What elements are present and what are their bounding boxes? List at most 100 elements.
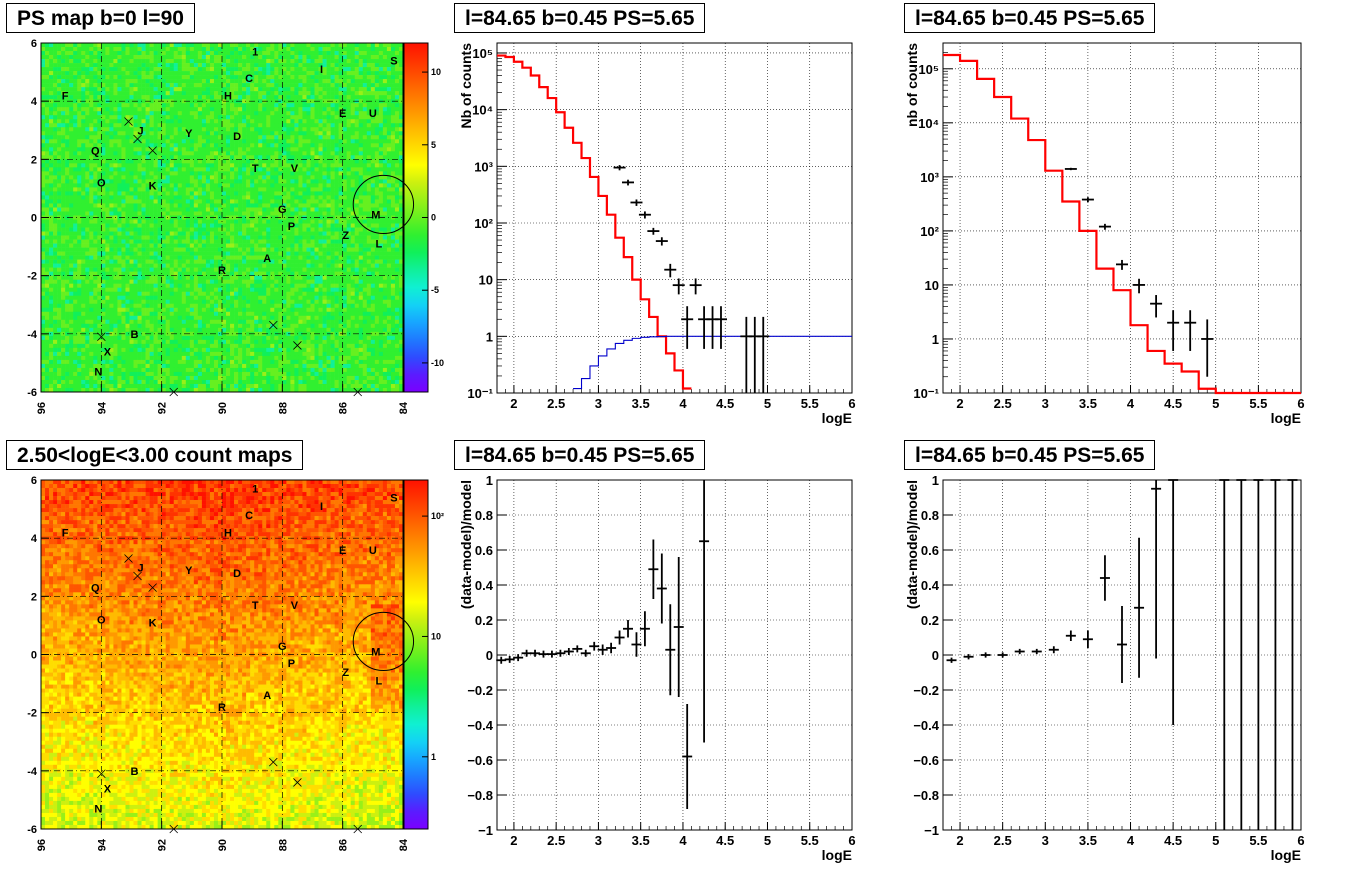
ps_map-cell [262,127,267,132]
ps_map-cell [374,55,380,60]
ps_map-cell [238,211,243,216]
ps_map-cell [378,219,384,224]
ps_map-cell [77,107,82,112]
ps_map-cell [205,179,211,184]
ps_map-cell [185,43,191,48]
ps_map-cell [177,115,183,120]
ps_map-cell [326,199,331,204]
ps_map-cell [97,211,102,216]
ps_map-cell [205,259,211,264]
ps_map-cell [197,251,203,256]
ps_map-cell [334,127,339,132]
ps_map-cell [149,191,154,196]
ps_map-cell [370,155,376,160]
ps_map-cell [358,215,364,220]
ps_map-cell [370,115,376,120]
ps_map-cell [266,243,271,248]
ps_map-cell [378,143,384,148]
ps_map-cell [354,199,360,204]
ps_map-cell [149,119,154,124]
ps_map-cell [141,43,146,48]
ps_map-cell [242,119,247,124]
ps_map-cell [141,255,146,260]
ps_map-cell [181,167,187,172]
ps_map-cell [173,91,179,96]
ps_map-cell [93,187,98,192]
ps_map-cell [278,199,283,204]
ps_map-cell [346,71,352,76]
ps_map-cell [101,135,106,140]
ps_map-cell [69,151,74,156]
ps_map-cell [53,87,58,92]
ps_map-cell [53,255,58,260]
ps_map-cell [230,127,235,132]
ps_map-cell [294,143,299,148]
ps_map-cell [278,139,283,144]
ps_map-cell [213,179,219,184]
ps_map-cell [262,55,267,60]
ps_map-cell [101,87,106,92]
ps_map-cell [350,135,356,140]
ps_map-cell [117,159,122,164]
ps_map-cell [165,135,171,140]
ps_map-cell [49,139,54,144]
ps_map-cell [310,111,315,116]
ps_map-cell [234,127,239,132]
ps_map-cell [234,111,239,116]
ps_map-cell [217,219,223,224]
ps_map-cell [350,95,356,100]
ps_map-cell [274,231,279,236]
ps_map-cell [330,167,335,172]
ps_map-cell [354,83,360,88]
ps_map-cell [378,87,384,92]
ps_map-cell [85,167,90,172]
ps_map-cell [370,75,376,80]
ps_map-cell [105,239,110,244]
ps_map-cell [330,147,335,152]
ps_map-cell [382,259,388,264]
ps_map-cell [258,171,263,176]
ps_map-cell [294,187,299,192]
ps_map-cell [101,123,106,128]
ps_map-cell [354,159,360,164]
ps_map-cell [246,191,251,196]
ps_map-cell [234,79,239,84]
ps_map-cell [250,239,255,244]
ps_map-cell [310,43,315,48]
ps_map-cell [278,179,283,184]
ps_map-cell [334,175,339,180]
ps_map-cell [113,255,118,260]
ps_map-cell [370,43,376,48]
ps_map-cell [350,259,356,264]
ps_map-cell [322,47,327,52]
ps_map-cell [173,131,179,136]
ps_map-cell [398,187,404,192]
ps_map-cell [398,179,404,184]
ps_map-cell [298,191,303,196]
ps_map-cell [334,43,339,48]
ps_map-cell [113,163,118,168]
ps_map-cell [362,127,368,132]
ps_map-cell [386,43,392,48]
ps_map-cell [77,143,82,148]
ps_map-cell [322,75,327,80]
ps_map-cell [262,67,267,72]
ps_map-cell [205,211,211,216]
ps_map-cell [201,55,207,60]
ps_map-cell [141,231,146,236]
ps_map-cell [334,255,339,260]
ps_map-cell [314,67,319,72]
ps_map-cell [157,155,162,160]
ps_map-cell [246,239,251,244]
ps_map-cell [153,199,158,204]
ps_map-cell [374,91,380,96]
ps_map-cell [129,219,134,224]
ps_map-cell [161,163,166,168]
ps_map-cell [314,59,319,64]
ps_map-cell [197,143,203,148]
ps_map-cell [173,263,179,268]
ps_map-cell [274,55,279,60]
ps_map-cell [53,235,58,240]
ps_map-cell [193,91,199,96]
ps_map-cell [81,175,86,180]
